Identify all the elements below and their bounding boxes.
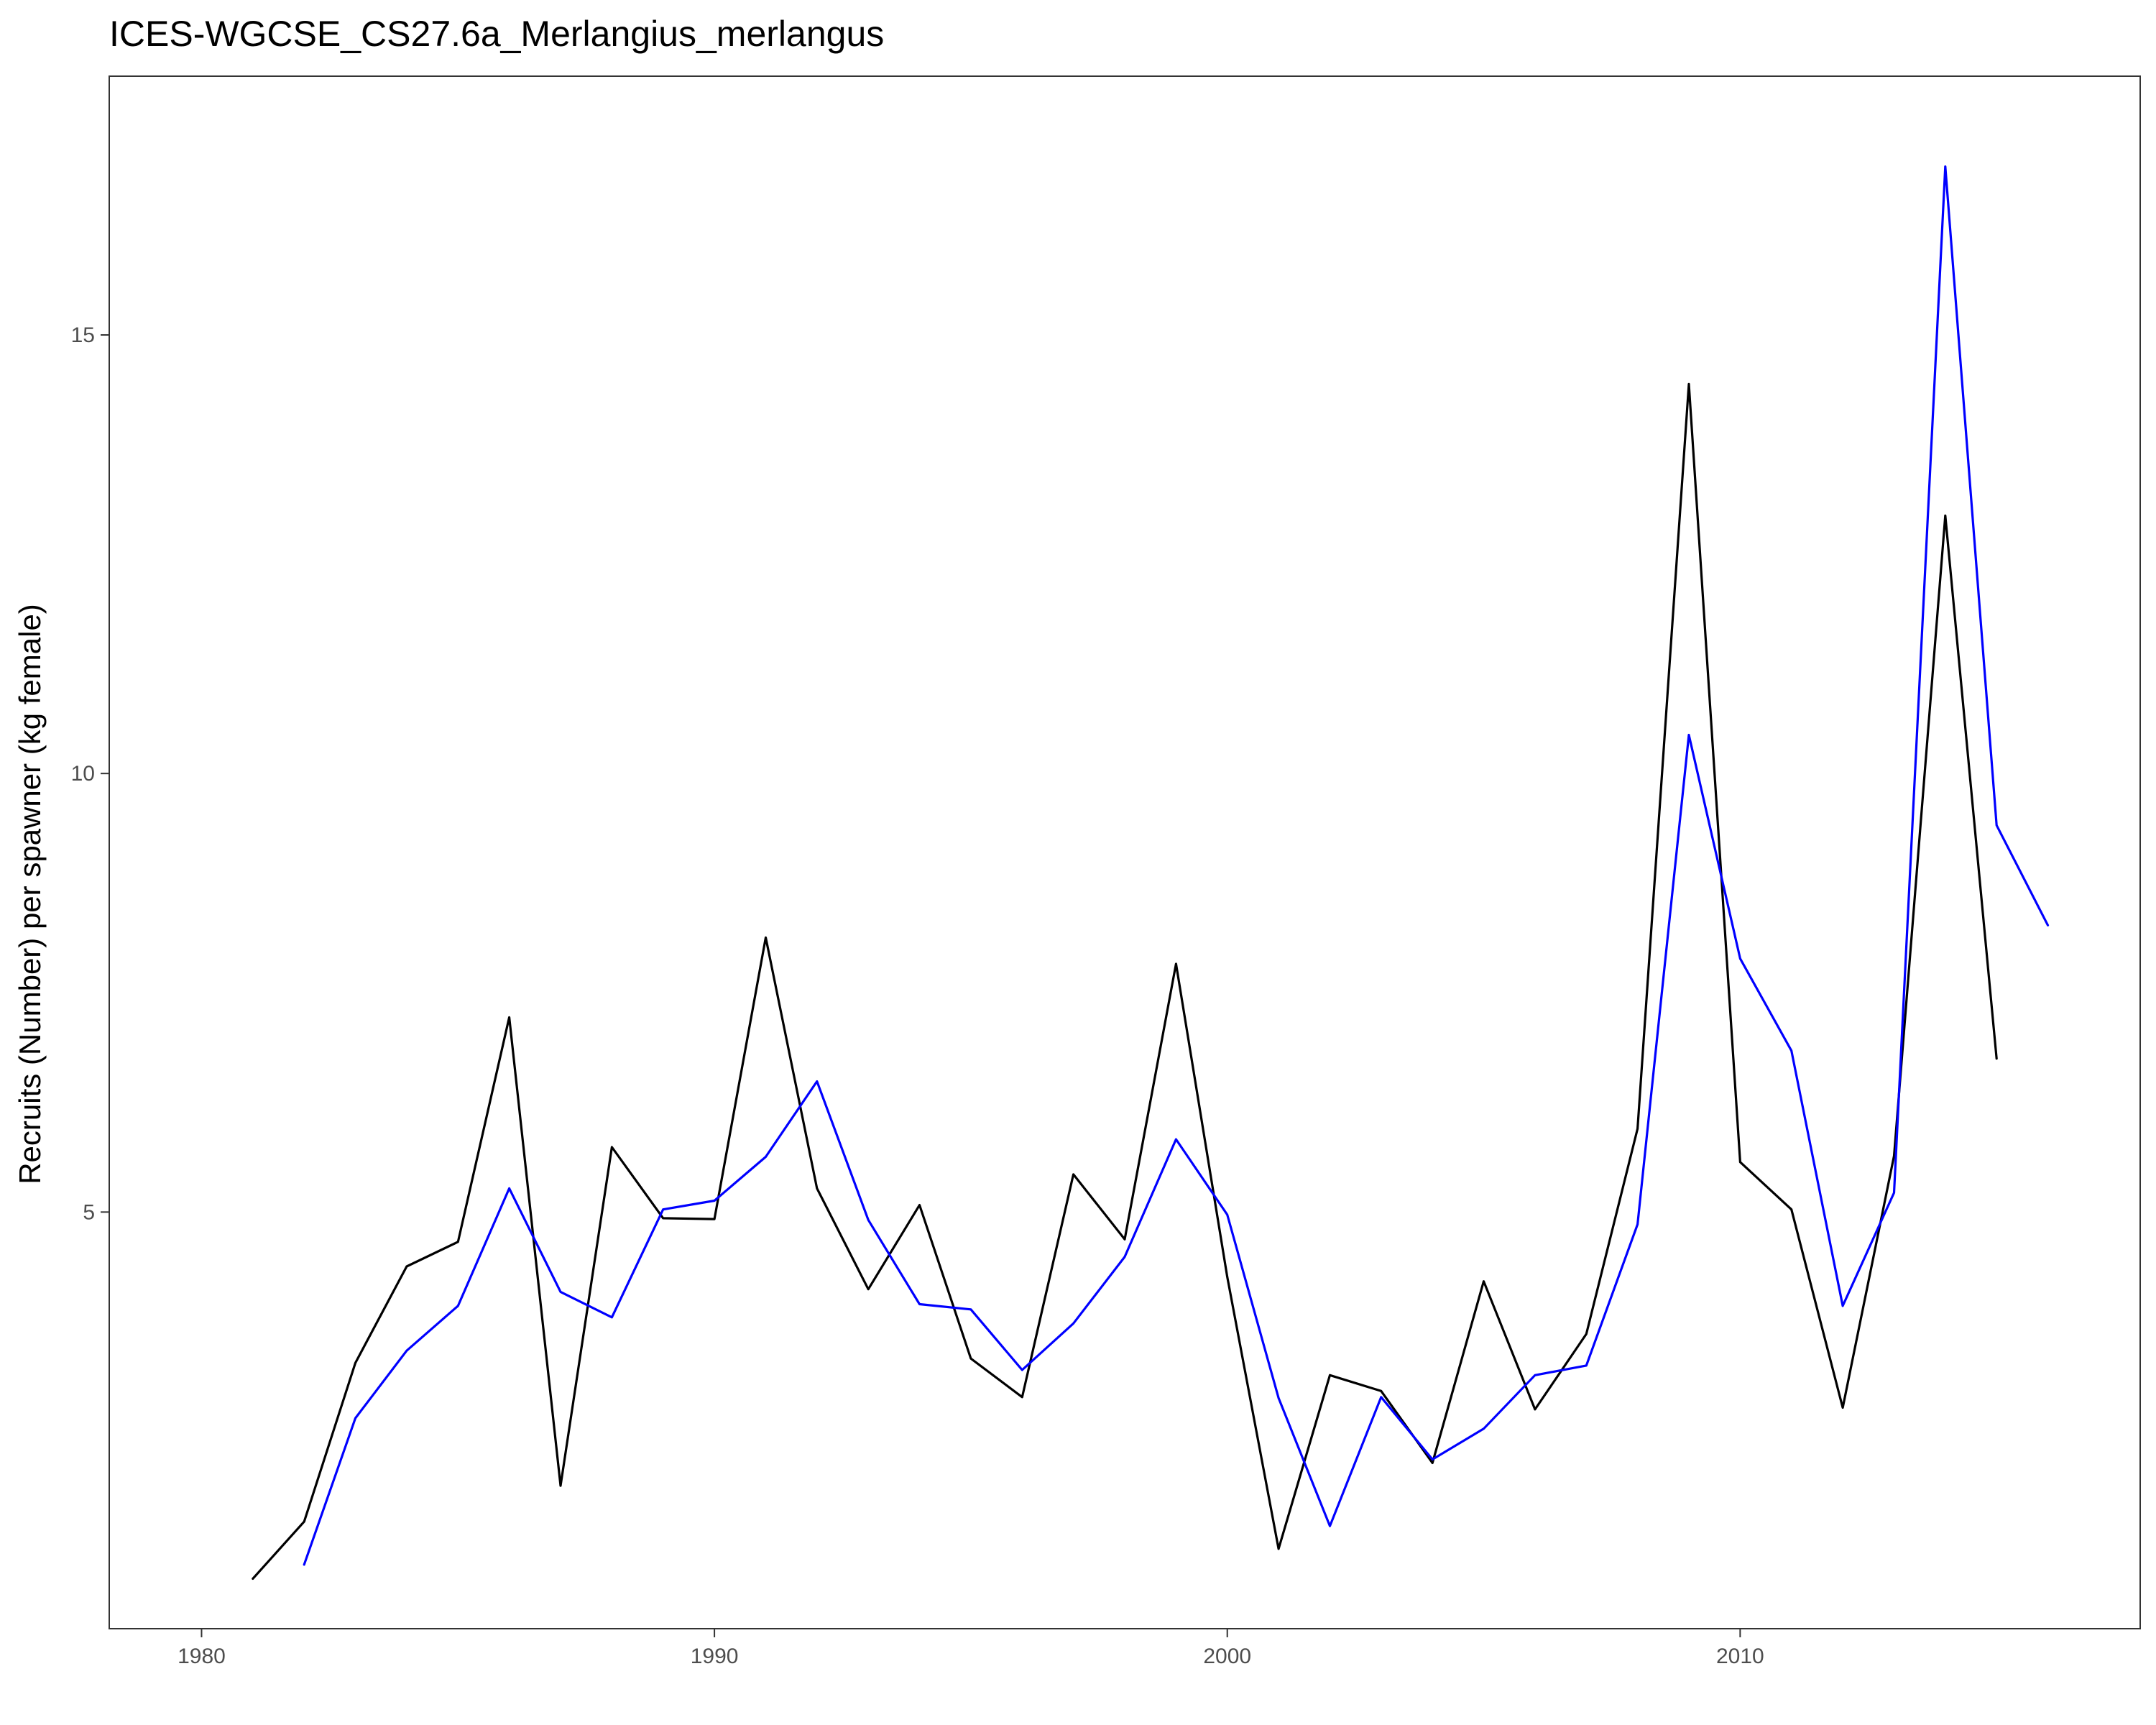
series-line-2 (303, 165, 2050, 1566)
y-tick-label: 5 (83, 1200, 95, 1224)
y-tick-label: 10 (71, 762, 95, 786)
x-tick-label: 2000 (1203, 1644, 1251, 1668)
y-axis-label: Recruits (Number) per spawner (kg female… (13, 604, 47, 1184)
x-tick-label: 1980 (178, 1644, 226, 1668)
plot-area: 5 10 15 1980 1990 2000 2010 (71, 165, 2050, 1668)
series-line-1 (252, 382, 1998, 1580)
x-tick-label: 1990 (691, 1644, 739, 1668)
y-tick-label: 15 (71, 323, 95, 347)
plot-panel-border (109, 75, 2141, 1629)
chart-title: ICES-WGCSE_CS27.6a_Merlangius_merlangus (109, 14, 884, 54)
x-tick-label: 2010 (1716, 1644, 1764, 1668)
